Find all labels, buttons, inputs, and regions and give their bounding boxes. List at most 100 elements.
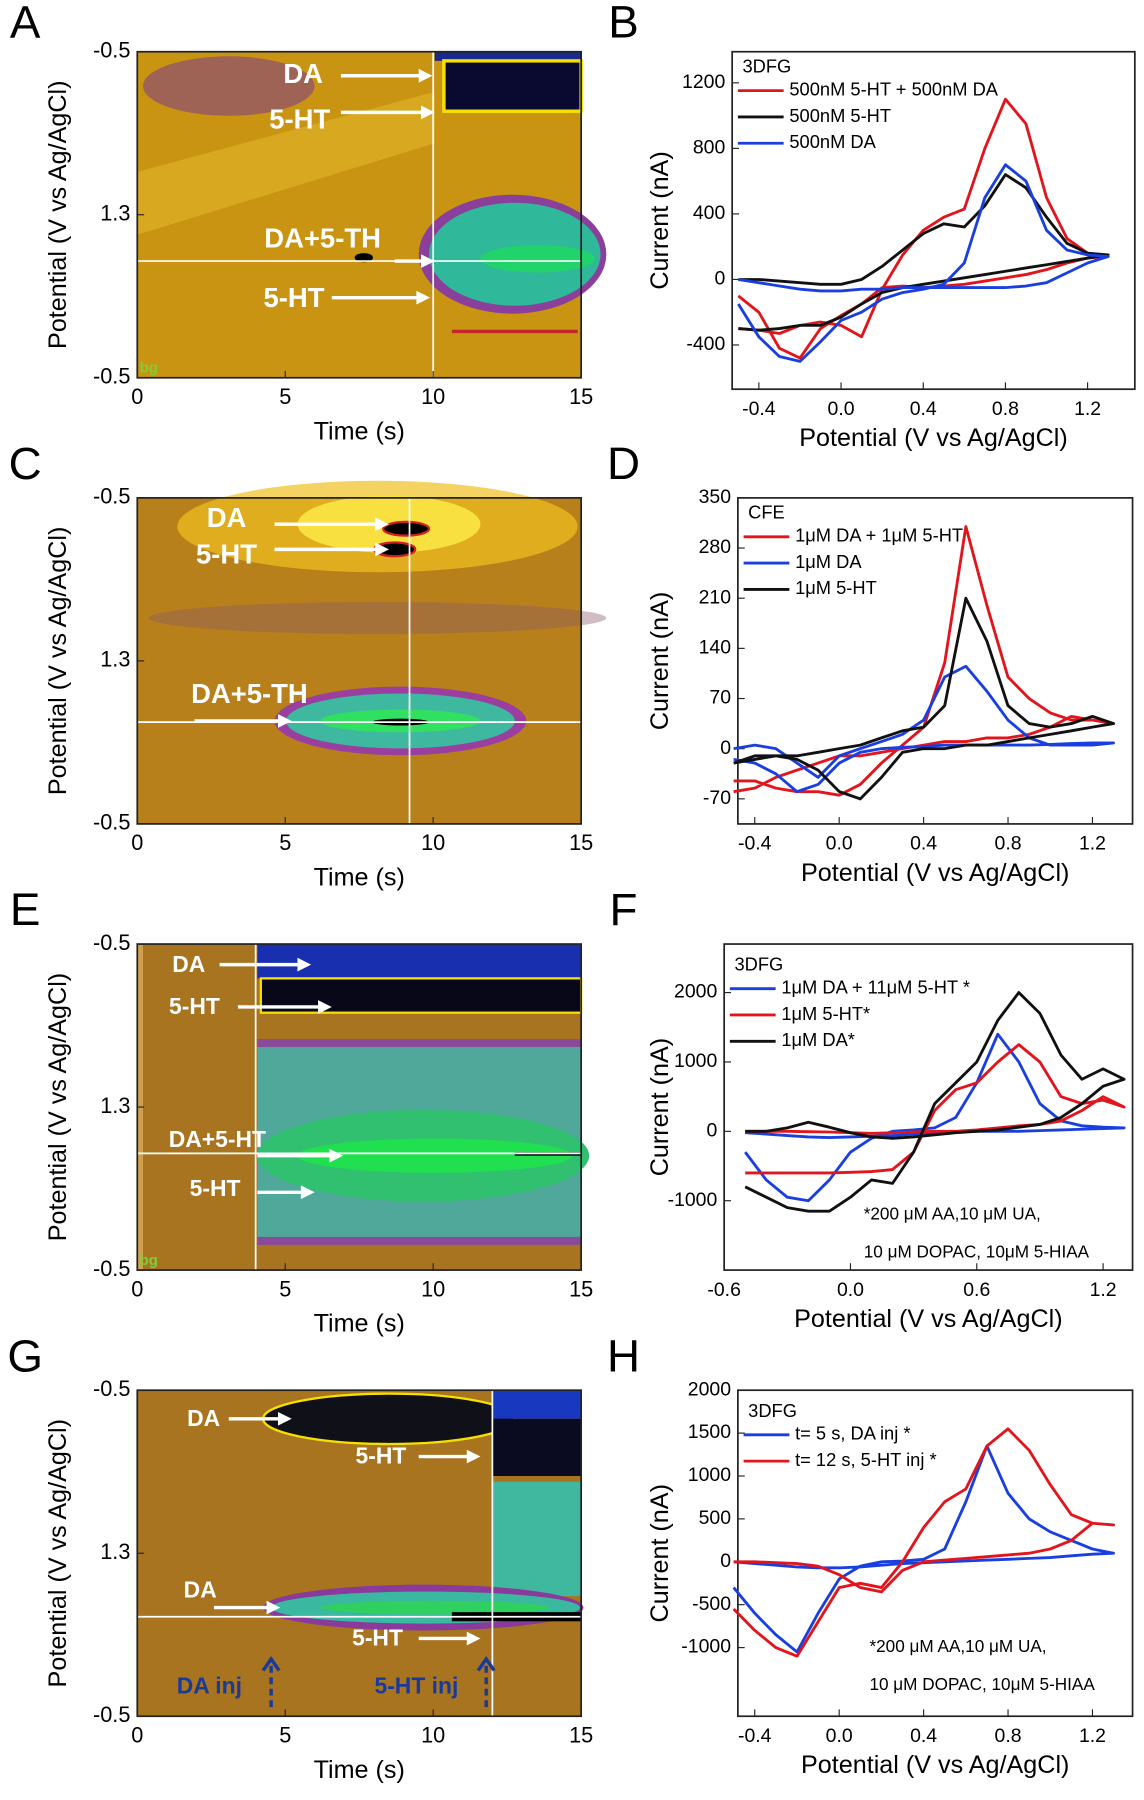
y-axis-label: Potential (V vs Ag/AgCl): [44, 527, 72, 795]
y-tick-label: -500: [692, 1593, 731, 1615]
heatmap-region: [259, 977, 583, 1014]
heatmap-region: [148, 601, 607, 635]
arrow-head: [466, 1631, 481, 1646]
y-tick-label: -0.5: [93, 810, 130, 835]
y-axis-label: Potential (V vs Ag/AgCl): [44, 973, 72, 1241]
panel-letter: A: [10, 0, 41, 48]
cv-curve: [733, 596, 1115, 801]
arrow-head: [297, 957, 312, 972]
heatmap-region: [143, 56, 315, 116]
heatmap-region: [257, 944, 582, 979]
legend-label: 500nM DA: [789, 131, 876, 152]
y-tick-label: -0.5: [93, 484, 130, 509]
plot-frame: [737, 497, 1134, 825]
x-tick-label: 15: [569, 1723, 593, 1748]
y-tick-label: -0.5: [93, 1256, 130, 1281]
y-tick-label: -0.5: [93, 37, 130, 62]
y-tick-label: 2000: [674, 981, 717, 1003]
cv-curve: [733, 664, 1115, 794]
panel-letter: D: [607, 438, 640, 489]
annotation: DA: [187, 1405, 220, 1431]
y-tick-label: -0.5: [93, 930, 130, 955]
x-tick-label: 0.0: [828, 398, 855, 420]
x-tick-label: 0.6: [963, 1279, 990, 1301]
cv-curve: [738, 173, 1110, 332]
arrow-head: [416, 290, 431, 305]
annotation: DA: [172, 951, 205, 977]
x-axis-label: Potential (V vs Ag/AgCl): [801, 859, 1069, 887]
x-tick-label: 0: [131, 1276, 143, 1301]
cv-curve: [744, 991, 1126, 1213]
y-tick-label: -1000: [668, 1189, 718, 1211]
colorplot-panel: 0 5 10 15 -0.5 1.3 -0.5 Time (s) Potential (V vs…: [44, 37, 607, 445]
legend-label: 1μM DA: [795, 551, 862, 572]
colorplot-panel: 0 5 10 15 -0.5 1.3 -0.5 Time (s) Potential (V vs…: [44, 930, 593, 1338]
y-tick-label: 350: [699, 486, 732, 508]
y-tick-label: 210: [699, 586, 732, 608]
panel-letter: B: [608, 0, 639, 48]
x-tick-label: 5: [279, 384, 291, 409]
legend-label: 1μM DA + 11μM 5-HT *: [781, 976, 970, 997]
box-label: 3DFG: [734, 954, 783, 975]
y-axis-label: Current (nA): [646, 151, 674, 289]
y-tick-label: -0.5: [93, 363, 130, 388]
panel-letter: G: [7, 1330, 43, 1381]
legend-label: t= 12 s, 5-HT inj *: [795, 1449, 937, 1470]
arrow-head: [418, 68, 433, 83]
colorplot-panel: 0 5 10 15 -0.5 1.3 -0.5 Time (s) Potential (V vs…: [44, 480, 607, 891]
legend-label: 1μM DA + 1μM 5-HT: [795, 525, 963, 546]
heatmap-region: [442, 59, 583, 113]
note: *200 μM AA,10 μM UA,: [869, 1636, 1046, 1656]
note: 10 μM DOPAC, 10μM 5-HIAA: [869, 1674, 1095, 1694]
y-tick-label: 0: [720, 1550, 731, 1572]
heatmap-region: [382, 520, 431, 537]
y-tick-label: 70: [709, 687, 731, 709]
annotation: 5-HT: [196, 538, 257, 569]
arrow-head: [329, 1148, 344, 1163]
y-axis-label: Current (nA): [646, 1484, 674, 1622]
y-tick-label: 400: [693, 202, 726, 224]
annotation: DA: [207, 502, 247, 533]
annotation: 5-HT inj: [374, 1673, 458, 1699]
x-tick-label: 10: [421, 830, 445, 855]
y-tick-label: 280: [699, 536, 732, 558]
arrow-head: [266, 1600, 281, 1615]
x-tick-label: 0.0: [826, 833, 853, 855]
arrow-head: [476, 1656, 496, 1672]
y-axis-label: Potential (V vs Ag/AgCl): [44, 81, 72, 349]
y-tick-label: 0: [706, 1119, 717, 1141]
plot-frame: [731, 50, 1136, 391]
cv-curve: [745, 1043, 1126, 1175]
x-tick-label: 1.2: [1074, 398, 1101, 420]
cv-curve: [737, 163, 1110, 363]
annotation: 5-HT: [264, 282, 325, 313]
x-tick-label: 15: [569, 1276, 593, 1301]
x-axis-label: Time (s): [314, 1310, 405, 1338]
colorplot-panel: 0 5 10 15 -0.5 1.3 -0.5 Time (s) Potential (V vs…: [44, 1376, 593, 1784]
annotation: DA inj: [177, 1673, 242, 1699]
y-tick-label: 1200: [682, 71, 725, 93]
y-axis-label: Potential (V vs Ag/AgCl): [44, 1419, 72, 1687]
x-tick-label: 15: [569, 384, 593, 409]
y-tick-label: 0: [714, 268, 725, 290]
annotation: 5-HT: [356, 1443, 407, 1469]
arrow-head: [300, 1185, 315, 1200]
heatmap-region: [137, 91, 435, 235]
x-tick-label: 0: [131, 384, 143, 409]
x-tick-label: 10: [421, 384, 445, 409]
heatmap-region: [491, 1390, 582, 1419]
x-tick-label: 10: [421, 1276, 445, 1301]
line-panel: -0.4 0.0 0.4 0.8 1.2 -1000 -500 0 500 1000 1500 200…: [646, 1378, 1134, 1779]
x-tick-label: 15: [569, 830, 593, 855]
annotation: DA: [283, 58, 323, 89]
y-tick-label: -1000: [681, 1636, 731, 1658]
x-axis-label: Time (s): [314, 863, 405, 891]
heatmap-region: [434, 51, 582, 61]
x-tick-label: 10: [421, 1723, 445, 1748]
annotation: bg: [140, 361, 158, 377]
cv-curve: [732, 1427, 1115, 1658]
x-tick-label: 1.2: [1090, 1279, 1117, 1301]
annotation: 5-HT: [169, 993, 220, 1019]
y-tick-label: 1.3: [100, 1093, 130, 1118]
legend-label: 500nM 5-HT + 500nM DA: [789, 78, 998, 99]
